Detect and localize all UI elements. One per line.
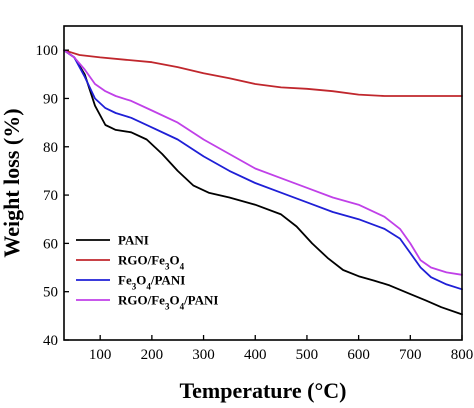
x-tick-label: 100 xyxy=(89,347,112,363)
plot-frame xyxy=(63,25,463,341)
series-layer xyxy=(63,49,463,316)
legend-label-0: PANI xyxy=(118,233,149,248)
x-tick-label: 400 xyxy=(244,347,267,363)
series-line-2 xyxy=(63,49,463,291)
x-tick-label: 300 xyxy=(192,347,215,363)
x-tick-label: 600 xyxy=(347,347,370,363)
y-axis-title: Weight loss (%) xyxy=(0,108,24,257)
y-tick-label: 40 xyxy=(43,333,58,349)
series-line-0 xyxy=(63,49,463,316)
x-tick-label: 800 xyxy=(451,347,474,363)
ticks-layer: 100 200 300 400 500 600 700 800 40 50 60 70 80 90 100 xyxy=(36,43,474,363)
y-tick-label: 90 xyxy=(43,91,58,107)
y-tick-label: 80 xyxy=(43,140,58,156)
y-tick-label: 60 xyxy=(43,236,58,252)
legend-label-3: RGO/Fe3O4/PANI xyxy=(118,293,219,312)
x-tick-label: 200 xyxy=(141,347,164,363)
y-tick-label: 100 xyxy=(36,43,59,59)
series-line-3 xyxy=(63,49,463,276)
series-line-1 xyxy=(63,49,463,97)
x-tick-label: 500 xyxy=(296,347,319,363)
y-tick-label: 50 xyxy=(43,285,58,301)
axes-layer xyxy=(63,25,463,341)
x-axis-title: Temperature (°C) xyxy=(179,378,346,403)
legend-label-2: Fe3O4/PANI xyxy=(118,273,185,292)
y-tick-label: 70 xyxy=(43,188,58,204)
legend-label-1: RGO/Fe3O4 xyxy=(118,253,185,272)
x-tick-label: 700 xyxy=(399,347,422,363)
